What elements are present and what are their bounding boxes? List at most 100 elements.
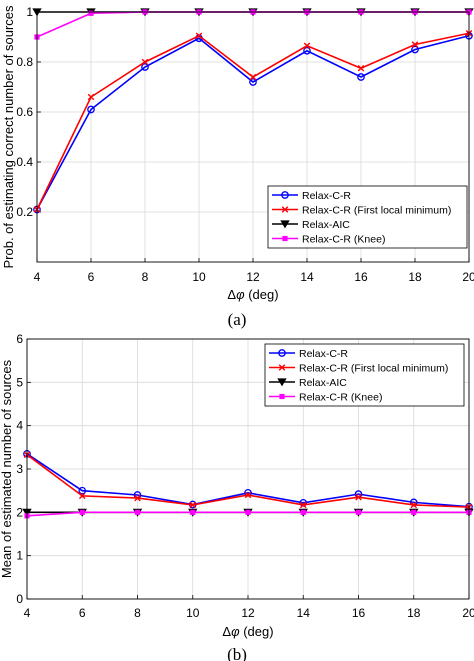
data-point-circle [141, 63, 149, 71]
y-tick-label: 2 [16, 505, 23, 519]
data-point-cross [249, 73, 257, 81]
x-tick-label: 20 [462, 606, 474, 620]
y-axis-label: Prob. of estimating correct number of so… [1, 5, 16, 269]
x-tick-label: 18 [407, 606, 421, 620]
data-point-cross [141, 58, 149, 66]
x-axis-label-symbol: φ [231, 624, 240, 639]
y-tick-label: 3 [16, 462, 23, 476]
legend-label: Relax-C-R (First local minimum) [299, 363, 448, 375]
x-axis-label: Δφ (deg) [227, 287, 278, 302]
legend-marker-cross [278, 364, 286, 371]
data-point-cross [189, 501, 197, 509]
data-point-cross [78, 492, 86, 500]
x-tick-label: 6 [88, 270, 95, 284]
y-tick-label: 0.6 [16, 105, 33, 119]
data-point-cross [244, 491, 252, 499]
axes-frame [36, 11, 470, 263]
legend-label: Relax-C-R (First local minimum) [302, 205, 451, 217]
y-tick-label: 0.4 [16, 155, 33, 169]
legend-marker-triangle-down [277, 378, 287, 387]
legend-label: Relax-C-R [302, 190, 351, 202]
legend-label: Relax-AIC [299, 377, 347, 389]
data-point-square [245, 509, 251, 515]
data-point-circle [357, 73, 365, 81]
data-point-circle [411, 45, 419, 54]
y-axis-label: Mean of estimated number of sources [0, 359, 14, 578]
x-tick-label: 14 [297, 606, 311, 620]
data-point-circle [78, 486, 87, 495]
data-point-cross [411, 41, 419, 48]
data-point-circle [299, 498, 308, 507]
data-point-square [88, 10, 94, 16]
x-tick-label: 12 [246, 270, 260, 284]
figure-caption: (a) [228, 310, 247, 329]
data-point-cross [355, 493, 362, 501]
y-tick-label: 0.2 [16, 205, 33, 219]
x-tick-label: 16 [354, 270, 368, 284]
data-point-cross [303, 42, 311, 50]
data-point-square [134, 509, 141, 515]
x-tick-label: 6 [79, 606, 86, 620]
x-tick-label: 4 [24, 606, 31, 620]
chart-panel-1: 4 6 8 10 12 14 16 18 20 0.2 0.4 0.6 0.8 1 Δφ (deg) Prob… [1, 5, 474, 329]
x-tick-label: 20 [462, 270, 474, 284]
legend-marker-square [282, 235, 288, 242]
data-point-square [355, 509, 362, 515]
data-point-cross [134, 494, 141, 502]
x-tick-label: 10 [186, 606, 200, 620]
legend-box [264, 343, 465, 407]
x-axis-label-prefix: Δ [227, 287, 236, 302]
data-point-square [190, 509, 196, 515]
x-tick-label: 12 [241, 606, 255, 620]
legend-marker-circle [278, 349, 286, 357]
data-point-cross [299, 501, 307, 509]
legend-box [267, 185, 468, 249]
data-point-square [79, 509, 85, 515]
x-tick-label: 10 [192, 270, 206, 284]
legend-marker-triangle-down [280, 220, 290, 229]
legend-marker-circle [281, 191, 289, 199]
series-line-circle [36, 34, 470, 210]
data-point-circle [303, 46, 311, 55]
legend-label: Relax-AIC [302, 219, 350, 231]
x-tick-label: 8 [134, 606, 141, 620]
legend-marker-cross [281, 206, 289, 213]
x-tick-label: 8 [142, 270, 149, 284]
x-axis-label-suffix: (deg) [240, 624, 274, 639]
y-tick-label: 1 [16, 549, 23, 563]
legend-marker-square [279, 393, 285, 400]
figure-caption: (b) [227, 645, 247, 661]
data-point-square [300, 509, 306, 515]
data-point-cross [357, 64, 365, 72]
y-tick-label: 1 [26, 5, 33, 19]
y-tick-label: 4 [16, 419, 23, 433]
y-tick-label: 0 [16, 592, 23, 606]
x-axis-label-symbol: φ [236, 287, 245, 302]
x-tick-label: 14 [300, 270, 314, 284]
data-point-cross [195, 32, 203, 40]
y-tick-label: 5 [16, 375, 23, 389]
legend-label: Relax-C-R [299, 348, 348, 360]
data-point-square [411, 509, 417, 515]
data-point-cross [410, 501, 418, 509]
data-point-circle [244, 488, 252, 497]
axes-frame [26, 338, 470, 600]
data-point-circle [87, 105, 95, 114]
data-point-cross [87, 93, 95, 101]
x-axis-label-suffix: (deg) [245, 287, 279, 302]
y-tick-label: 6 [16, 332, 23, 346]
data-point-circle [249, 78, 257, 86]
legend-label: Relax-C-R (Knee) [302, 234, 385, 246]
x-tick-label: 18 [408, 270, 422, 284]
x-axis-label-prefix: Δ [222, 624, 231, 639]
legend: Relax-C-R Relax-C-R (First local minimum)… [264, 343, 465, 407]
x-tick-label: 16 [352, 606, 366, 620]
x-tick-label: 4 [34, 270, 41, 284]
series-line-circle [26, 453, 470, 508]
x-axis-label: Δφ (deg) [222, 624, 273, 639]
y-tick-label: 0.8 [16, 55, 33, 69]
legend: Relax-C-R Relax-C-R (First local minimum)… [267, 185, 468, 249]
legend-label: Relax-C-R (Knee) [299, 392, 382, 404]
